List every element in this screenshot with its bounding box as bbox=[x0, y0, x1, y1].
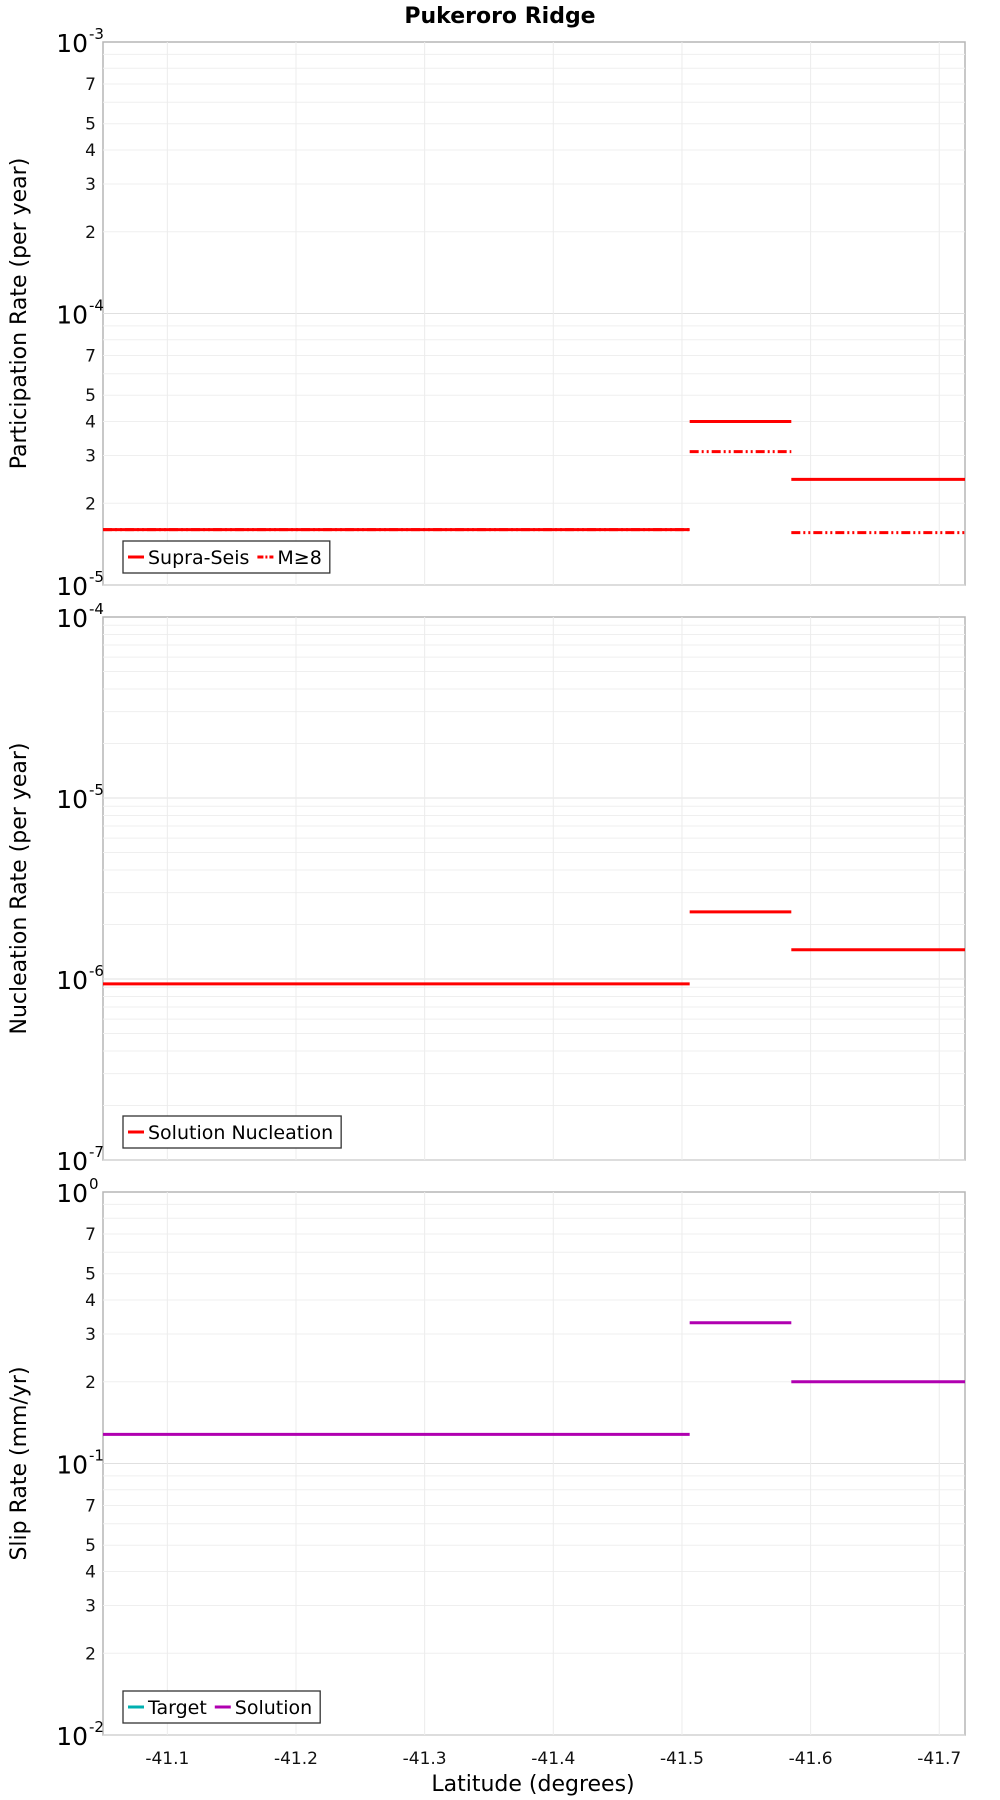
y-axis-label: Participation Rate (per year) bbox=[7, 158, 32, 470]
y-tick-exponent: -1 bbox=[89, 1447, 104, 1465]
y-tick-exponent: -2 bbox=[89, 1718, 104, 1736]
x-tick-label: -41.2 bbox=[274, 1749, 318, 1769]
y-tick-exponent: -3 bbox=[89, 25, 104, 43]
y-tick-exponent: -7 bbox=[89, 1143, 104, 1161]
y-minor-tick-label: 3 bbox=[85, 446, 96, 466]
y-axis-label: Nucleation Rate (per year) bbox=[7, 743, 32, 1035]
x-tick-label: -41.1 bbox=[145, 1749, 189, 1769]
y-minor-tick-label: 7 bbox=[85, 347, 96, 367]
y-tick-label: 10 bbox=[56, 1179, 88, 1208]
legend: Solution Nucleation bbox=[122, 1115, 342, 1149]
x-tick-label: -41.6 bbox=[789, 1749, 833, 1769]
y-tick-label: 10 bbox=[56, 604, 88, 633]
y-minor-tick-label: 7 bbox=[85, 1497, 96, 1517]
plot-area bbox=[102, 616, 966, 1161]
y-tick-exponent: -4 bbox=[89, 600, 104, 618]
y-tick-label: 10 bbox=[56, 966, 88, 995]
y-tick-exponent: -4 bbox=[89, 297, 104, 315]
legend-label: Supra-Seis bbox=[148, 547, 249, 569]
y-tick-label: 10 bbox=[56, 29, 88, 58]
legend: Target Solution bbox=[122, 1690, 321, 1724]
legend-label: Solution Nucleation bbox=[148, 1122, 333, 1144]
panel-participation: Participation Rate (per year)10 -310 -410-… bbox=[7, 25, 966, 601]
y-tick-label: 10 bbox=[56, 301, 88, 330]
y-tick-label: 10 bbox=[56, 1722, 88, 1751]
y-axis-label: Slip Rate (mm/yr) bbox=[7, 1366, 32, 1560]
legend-label: Solution bbox=[235, 1697, 312, 1719]
y-minor-tick-label: 5 bbox=[85, 1265, 96, 1285]
y-tick-exponent: 0 bbox=[89, 1175, 99, 1193]
legend-label: M≥8 bbox=[277, 547, 321, 569]
legend-label: Target bbox=[147, 1697, 207, 1719]
y-minor-tick-label: 4 bbox=[85, 141, 96, 161]
y-tick-label: 10 bbox=[56, 572, 88, 601]
y-tick-exponent: -5 bbox=[89, 568, 104, 586]
y-tick-label: 10 bbox=[56, 785, 88, 814]
y-tick-label: 10 bbox=[56, 1451, 88, 1480]
y-minor-tick-label: 2 bbox=[85, 1373, 96, 1393]
y-minor-tick-label: 2 bbox=[85, 1644, 96, 1664]
x-tick-label: -41.3 bbox=[403, 1749, 447, 1769]
x-axis: -41.1 -41.2 -41.3 -41.4 -41.5 -41.6 -41.7 bbox=[145, 1749, 961, 1769]
y-minor-tick-label: 2 bbox=[85, 494, 96, 514]
chart-title: Pukeroro Ridge bbox=[404, 4, 595, 29]
y-minor-tick-label: 5 bbox=[85, 386, 96, 406]
y-minor-tick-label: 7 bbox=[85, 75, 96, 95]
y-tick-exponent: -5 bbox=[89, 781, 104, 799]
legend-box bbox=[122, 1115, 342, 1149]
y-minor-tick-label: 4 bbox=[85, 413, 96, 433]
x-axis-label: Latitude (degrees) bbox=[431, 1772, 634, 1797]
y-minor-tick-label: 3 bbox=[85, 1325, 96, 1345]
x-tick-label: -41.7 bbox=[917, 1749, 961, 1769]
panels: Participation Rate (per year)10 -310 -410-… bbox=[7, 25, 966, 1769]
legend: Supra-Seis M≥8 bbox=[122, 540, 331, 574]
y-minor-tick-label: 7 bbox=[85, 1225, 96, 1245]
y-minor-tick-label: 3 bbox=[85, 175, 96, 195]
y-minor-tick-label: 5 bbox=[85, 115, 96, 135]
y-minor-tick-label: 2 bbox=[85, 223, 96, 243]
panel-nucleation: Nucleation Rate (per year)10-410-510-610… bbox=[7, 600, 966, 1176]
x-tick-label: -41.5 bbox=[660, 1749, 704, 1769]
y-minor-tick-label: 5 bbox=[85, 1536, 96, 1556]
y-minor-tick-label: 3 bbox=[85, 1596, 96, 1616]
y-minor-tick-label: 4 bbox=[85, 1291, 96, 1311]
x-tick-label: -41.4 bbox=[531, 1749, 575, 1769]
y-tick-label: 10 bbox=[56, 1147, 88, 1176]
legend-box bbox=[122, 540, 331, 574]
y-minor-tick-label: 4 bbox=[85, 1563, 96, 1583]
y-tick-exponent: -6 bbox=[89, 962, 104, 980]
